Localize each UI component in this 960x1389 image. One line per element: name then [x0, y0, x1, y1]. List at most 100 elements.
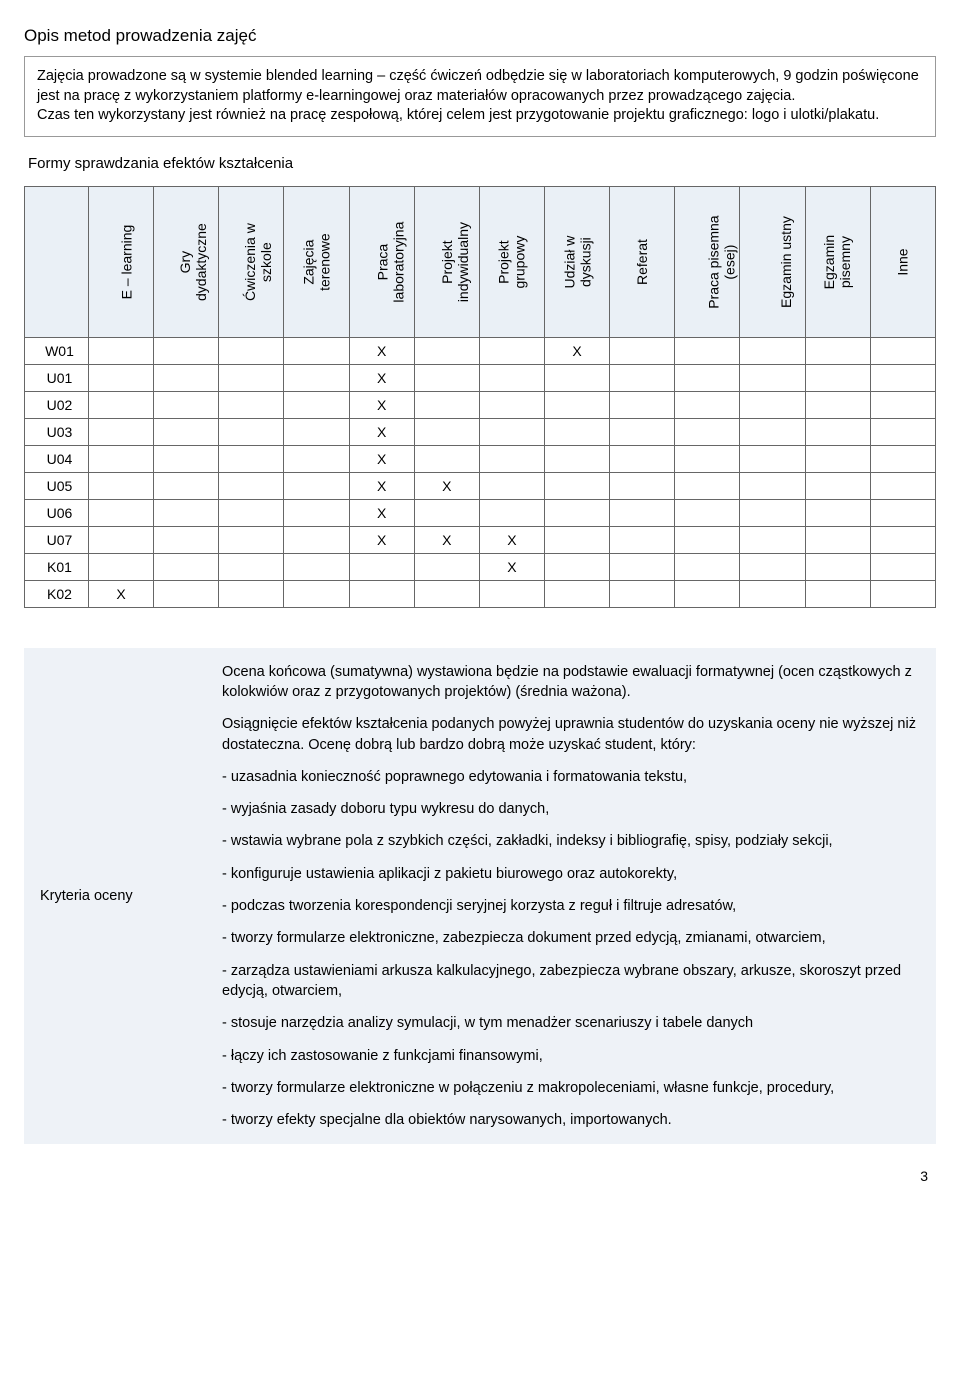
assessment-col-header: Grydydaktyczne — [154, 186, 219, 337]
criteria-paragraph: Osiągnięcie efektów kształcenia podanych… — [222, 714, 920, 755]
mark-cell — [740, 499, 805, 526]
mark-cell: X — [349, 499, 414, 526]
row-label: U02 — [25, 391, 89, 418]
mark-cell — [414, 364, 479, 391]
mark-cell — [740, 337, 805, 364]
mark-cell — [675, 499, 740, 526]
mark-cell — [284, 553, 349, 580]
mark-cell — [610, 337, 675, 364]
mark-cell: X — [479, 526, 544, 553]
mark-cell — [740, 553, 805, 580]
mark-cell — [610, 580, 675, 607]
mark-cell — [89, 472, 154, 499]
mark-cell — [349, 553, 414, 580]
mark-cell — [414, 580, 479, 607]
table-row: U07XXX — [25, 526, 936, 553]
mark-cell — [219, 337, 284, 364]
mark-cell — [154, 580, 219, 607]
mark-cell — [740, 445, 805, 472]
mark-cell — [675, 580, 740, 607]
assessment-col-header: Projektindywidualny — [414, 186, 479, 337]
mark-cell — [219, 391, 284, 418]
mark-cell — [284, 445, 349, 472]
mark-cell — [610, 499, 675, 526]
criteria-paragraph: - stosuje narzędzia analizy symulacji, w… — [222, 1013, 920, 1033]
criteria-paragraph: - łączy ich zastosowanie z funkcjami fin… — [222, 1046, 920, 1066]
mark-cell — [805, 472, 870, 499]
mark-cell — [154, 499, 219, 526]
table-row: U06 X — [25, 499, 936, 526]
mark-cell — [740, 472, 805, 499]
table-row: U03X — [25, 418, 936, 445]
mark-cell — [544, 553, 609, 580]
mark-cell — [414, 445, 479, 472]
mark-cell — [870, 472, 935, 499]
mark-cell — [414, 499, 479, 526]
mark-cell — [284, 418, 349, 445]
table-row: U04X — [25, 445, 936, 472]
mark-cell — [675, 391, 740, 418]
mark-cell — [284, 526, 349, 553]
mark-cell — [219, 553, 284, 580]
mark-cell — [805, 391, 870, 418]
assessment-col-header: Ćwiczenia wszkole — [219, 186, 284, 337]
mark-cell — [219, 418, 284, 445]
mark-cell — [479, 337, 544, 364]
row-label: U06 — [25, 499, 89, 526]
mark-cell — [610, 364, 675, 391]
mark-cell — [544, 364, 609, 391]
mark-cell — [89, 337, 154, 364]
mark-cell — [414, 418, 479, 445]
mark-cell — [610, 526, 675, 553]
mark-cell — [154, 364, 219, 391]
mark-cell — [479, 391, 544, 418]
mark-cell — [219, 580, 284, 607]
mark-cell — [675, 553, 740, 580]
mark-cell — [154, 337, 219, 364]
table-row: U05XX — [25, 472, 936, 499]
mark-cell — [219, 472, 284, 499]
mark-cell — [870, 499, 935, 526]
mark-cell: X — [349, 418, 414, 445]
mark-cell: X — [349, 526, 414, 553]
mark-cell — [805, 364, 870, 391]
mark-cell — [219, 499, 284, 526]
mark-cell — [544, 526, 609, 553]
mark-cell — [805, 580, 870, 607]
mark-cell — [675, 472, 740, 499]
mark-cell — [544, 472, 609, 499]
mark-cell — [89, 526, 154, 553]
mark-cell — [154, 445, 219, 472]
mark-cell — [89, 553, 154, 580]
mark-cell — [414, 391, 479, 418]
mark-cell — [479, 499, 544, 526]
criteria-paragraph: - konfiguruje ustawienia aplikacji z pak… — [222, 864, 920, 884]
page-number: 3 — [24, 1168, 936, 1184]
mark-cell: X — [349, 337, 414, 364]
row-label: U07 — [25, 526, 89, 553]
assessment-col-header: Zajęciaterenowe — [284, 186, 349, 337]
mark-cell — [675, 445, 740, 472]
assessment-col-header: Projektgrupowy — [479, 186, 544, 337]
mark-cell — [479, 580, 544, 607]
mark-cell — [89, 445, 154, 472]
mark-cell — [154, 553, 219, 580]
mark-cell — [544, 499, 609, 526]
mark-cell — [284, 364, 349, 391]
methods-body: Zajęcia prowadzone są w systemie blended… — [24, 56, 936, 137]
mark-cell — [284, 391, 349, 418]
mark-cell: X — [89, 580, 154, 607]
assessment-title: Formy sprawdzania efektów kształcenia — [28, 155, 936, 172]
mark-cell — [154, 391, 219, 418]
mark-cell: X — [414, 472, 479, 499]
row-label: K02 — [25, 580, 89, 607]
mark-cell — [675, 364, 740, 391]
table-row: U02 X — [25, 391, 936, 418]
mark-cell — [870, 526, 935, 553]
row-label: W01 — [25, 337, 89, 364]
row-label: U04 — [25, 445, 89, 472]
assessment-col-header: Praca pisemna(esej) — [675, 186, 740, 337]
criteria-paragraph: - podczas tworzenia korespondencji seryj… — [222, 896, 920, 916]
mark-cell — [870, 337, 935, 364]
mark-cell: X — [349, 391, 414, 418]
